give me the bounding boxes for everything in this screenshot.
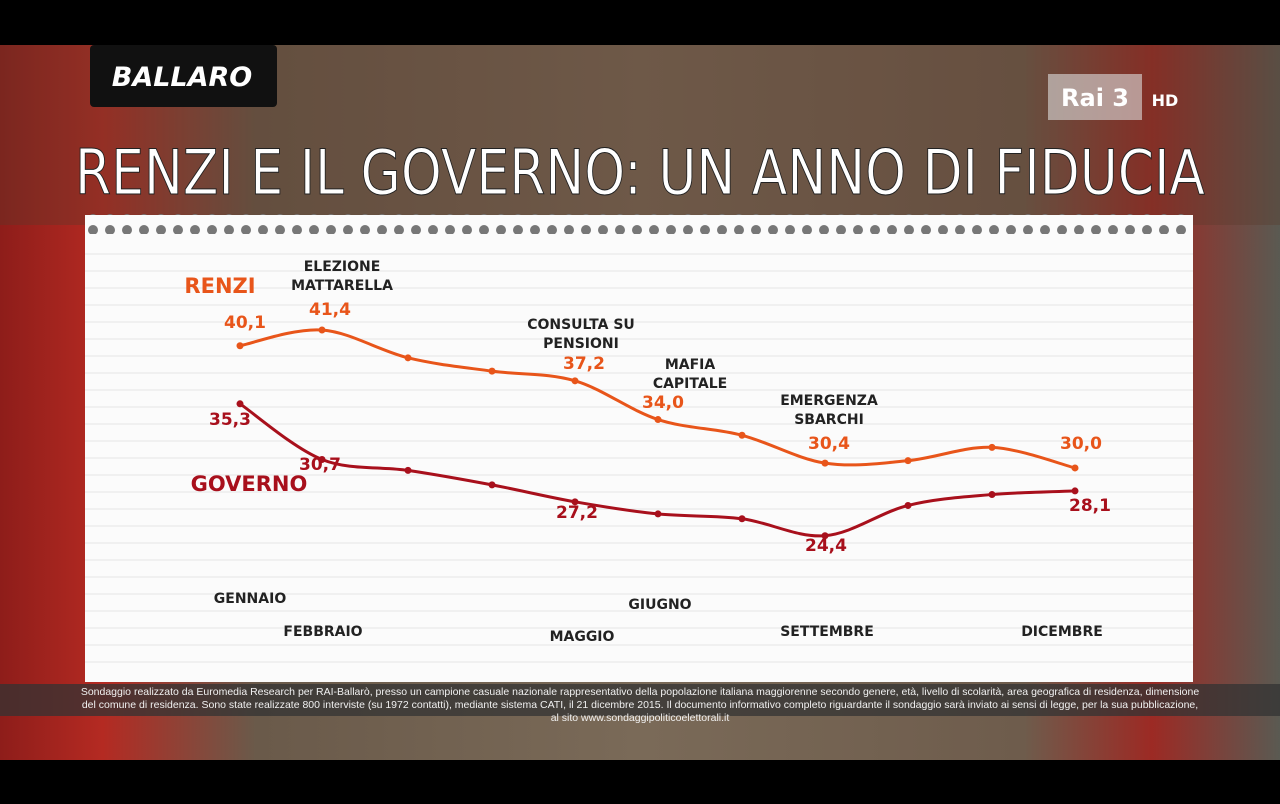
- value-label: 30,0: [1060, 434, 1102, 454]
- point: [488, 481, 496, 489]
- point: [571, 498, 579, 506]
- footnote: Sondaggio realizzato da Euromedia Resear…: [80, 686, 1200, 724]
- program-logo-box: [90, 45, 277, 107]
- annotation: CAPITALE: [653, 376, 727, 392]
- point: [904, 457, 912, 465]
- legend-label: GOVERNO: [191, 472, 308, 496]
- point: [318, 455, 326, 463]
- footnote-band: [0, 684, 1280, 716]
- spiral-holes: [88, 214, 1188, 234]
- point: [988, 491, 996, 499]
- point: [1071, 464, 1079, 472]
- x-tick-label: GENNAIO: [214, 591, 287, 607]
- point: [404, 466, 412, 474]
- point: [318, 326, 326, 334]
- annotation: EMERGENZA: [780, 393, 878, 409]
- legend-label: RENZI: [184, 274, 255, 298]
- value-label: 27,2: [556, 503, 598, 523]
- point: [236, 400, 244, 408]
- point: [488, 367, 496, 375]
- point: [236, 342, 244, 350]
- value-label: 30,4: [808, 434, 850, 454]
- point: [654, 510, 662, 518]
- annotation: MATTARELLA: [291, 278, 393, 294]
- point: [404, 354, 412, 362]
- annotation: SBARCHI: [794, 412, 864, 428]
- value-label: 24,4: [805, 536, 847, 556]
- value-label: 34,0: [642, 393, 684, 413]
- value-label: 40,1: [224, 313, 266, 333]
- point: [988, 443, 996, 451]
- x-tick-label: SETTEMBRE: [780, 624, 874, 640]
- point: [904, 501, 912, 509]
- point: [821, 532, 829, 540]
- point: [738, 515, 746, 523]
- x-tick-label: MAGGIO: [550, 629, 615, 645]
- annotation: PENSIONI: [543, 336, 619, 352]
- point: [1071, 487, 1079, 495]
- paper-rules: [85, 240, 1193, 670]
- value-label: 41,4: [309, 300, 351, 320]
- x-tick-label: FEBBRAIO: [283, 624, 362, 640]
- chart-title: RENZI E IL GOVERNO: UN ANNO DI FIDUCIA: [75, 136, 1205, 209]
- channel-logo: Rai 3: [1061, 84, 1129, 112]
- point: [654, 416, 662, 424]
- point: [821, 459, 829, 467]
- x-tick-label: GIUGNO: [628, 597, 691, 613]
- channel-logo-box: [1048, 74, 1142, 120]
- annotation: CONSULTA SU: [527, 317, 635, 333]
- x-tick-label: DICEMBRE: [1021, 624, 1103, 640]
- annotation: ELEZIONE: [304, 259, 381, 275]
- channel-badge: HD: [1152, 91, 1179, 110]
- value-label: 37,2: [563, 354, 605, 374]
- point: [738, 431, 746, 439]
- point: [571, 377, 579, 385]
- value-label: 30,7: [299, 455, 341, 475]
- program-logo: BALLARO: [112, 62, 253, 93]
- annotation: MAFIA: [665, 357, 716, 373]
- value-label: 28,1: [1069, 496, 1111, 516]
- value-label: 35,3: [209, 410, 251, 430]
